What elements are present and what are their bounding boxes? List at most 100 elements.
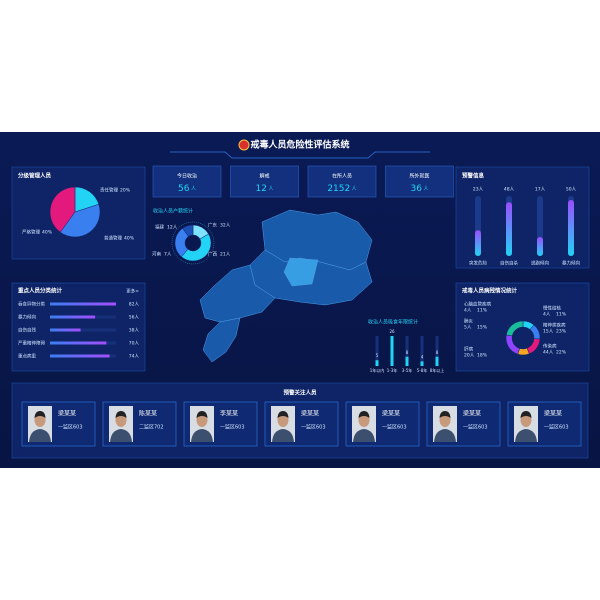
bar (435, 356, 439, 366)
count-label: 4人 (543, 312, 551, 318)
count-label: 20人 (464, 353, 475, 359)
count-label: 4人 (464, 308, 472, 314)
legend-label: 慢性结核 (543, 305, 561, 312)
category-label: 吞食异物分类 (18, 301, 45, 308)
value-label: 50人 (566, 187, 577, 193)
percent-label: 18% (477, 353, 488, 359)
photo-hair (358, 411, 370, 418)
value-label: 23人 (473, 187, 484, 193)
value-label: 38人 (129, 328, 140, 334)
person-unit: 二监区702 (139, 424, 164, 431)
pie-slice (181, 233, 212, 262)
bar (568, 200, 574, 256)
legend-label: 心脑血管疾病 (464, 301, 491, 308)
photo-hair (34, 411, 46, 418)
person-unit: 一监区603 (220, 424, 245, 431)
category-label: 逃跑倾向 (531, 260, 549, 267)
photo-body (272, 429, 294, 442)
photo-hair (520, 411, 532, 418)
stat-card (307, 165, 377, 198)
photo-hair (439, 411, 451, 418)
map-region-highlight (283, 257, 319, 287)
panel-title: 重点人员分类统计 (18, 287, 63, 295)
count-label: 15人 (543, 329, 554, 335)
person-unit: 一监区603 (382, 424, 407, 431)
percent-label: 11% (556, 312, 567, 318)
page-title: 戒毒人员危险性评估系统 (250, 139, 349, 151)
panel-title: 预警信息 (462, 172, 485, 180)
category-label: 1年以内 (370, 367, 385, 373)
stat-unit: 人 (352, 186, 357, 192)
category-label: 3-5年 (402, 367, 413, 373)
bar (375, 360, 379, 366)
value-label: 7人 (164, 252, 172, 258)
category-label: 重点病患 (18, 353, 36, 360)
bar (405, 356, 409, 366)
bar (390, 336, 394, 366)
bar-track (435, 336, 439, 366)
value-label: 82人 (129, 302, 140, 308)
pie-slice (506, 320, 524, 337)
stat-card (385, 165, 454, 198)
legend-label: 福建 (155, 224, 164, 231)
stat-label: 所外就医 (409, 173, 429, 180)
map-region (202, 317, 241, 363)
photo-hair (115, 411, 127, 418)
count-label: 44人 (543, 350, 554, 356)
legend-label: 肺炎 (464, 319, 473, 325)
person-name: 李某某 (220, 410, 238, 418)
emblem (238, 139, 250, 151)
photo-hair (277, 411, 289, 418)
category-label: 1-3年 (387, 367, 398, 373)
legend-label: 精神类疾病 (543, 322, 566, 329)
value-label: 74人 (129, 354, 140, 360)
value-label: 8 (406, 350, 409, 355)
person-unit: 一监区603 (544, 424, 569, 431)
percent-label: 11% (477, 308, 488, 314)
header-frame (170, 151, 430, 159)
value-label: 48人 (504, 187, 515, 193)
stat-unit: 人 (268, 186, 273, 192)
stat-unit: 人 (423, 186, 428, 192)
percent-label: 22% (556, 350, 567, 356)
person-name: 陈某某 (139, 410, 157, 418)
more-link[interactable]: 更多> (126, 288, 139, 295)
bar (50, 315, 96, 319)
category-label: 严重精神障碍 (18, 340, 45, 347)
photo-body (191, 429, 213, 442)
legend-label: 广东 (208, 222, 217, 229)
percent-label: 15% (477, 325, 488, 331)
person-unit: 一监区603 (301, 424, 326, 431)
map (199, 209, 373, 363)
person-name: 梁某某 (382, 410, 400, 418)
count-label: 5人 (464, 325, 472, 331)
value-label: 17人 (535, 187, 546, 193)
legend-label: 传染病 (543, 343, 557, 350)
legend-label: 肝病 (464, 346, 473, 353)
percent-label: 23% (556, 329, 567, 335)
stat-card (230, 165, 299, 198)
person-name: 梁某某 (301, 410, 319, 418)
value-label: 21人 (220, 252, 231, 258)
photo-body (353, 429, 375, 442)
person-unit: 一监区603 (463, 424, 488, 431)
person-unit: 一监区603 (58, 424, 83, 431)
value-label: 20% (120, 188, 131, 194)
category-label: 8年以上 (430, 367, 445, 373)
photo-body (110, 429, 132, 442)
bar-track (375, 336, 379, 366)
value-label: 26 (389, 329, 395, 334)
value-label: 8 (436, 350, 439, 355)
value-label: 4 (421, 354, 424, 359)
pie-slice (49, 186, 76, 233)
